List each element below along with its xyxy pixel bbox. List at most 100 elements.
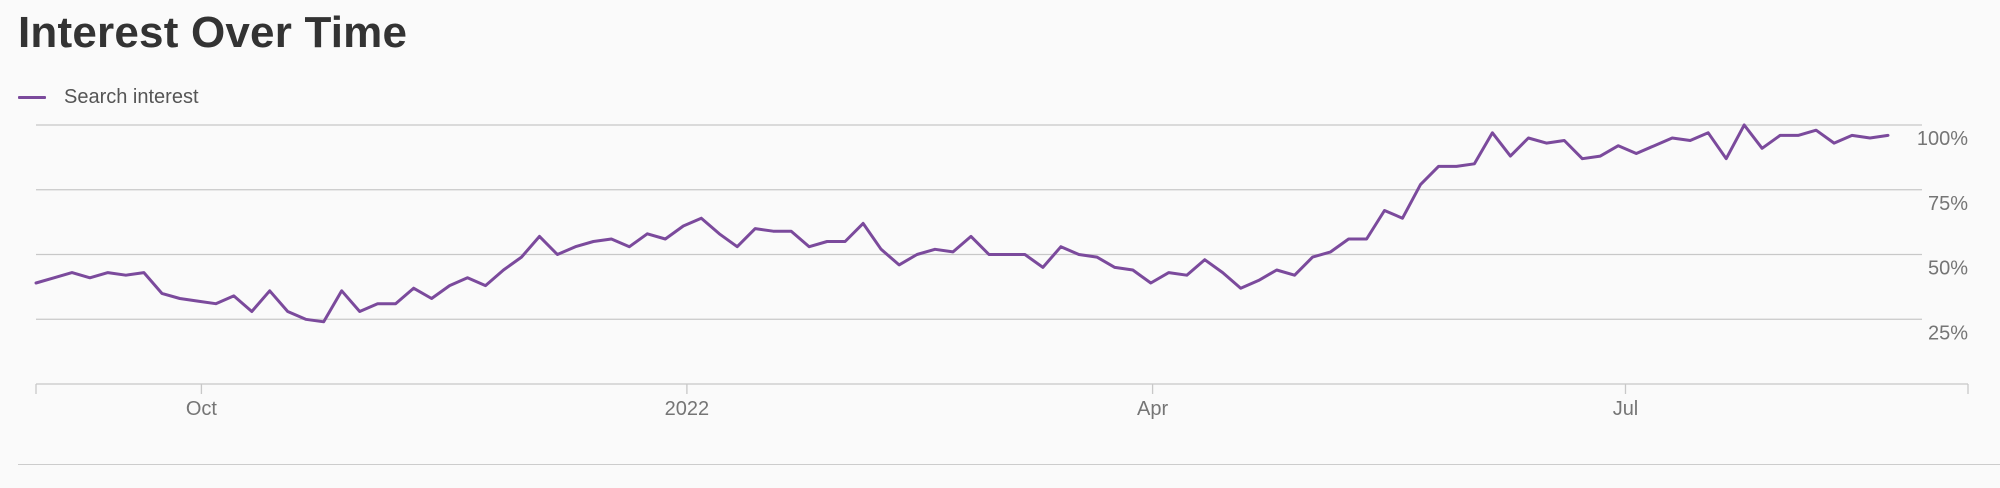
y-tick-label: 50%	[1928, 258, 1968, 280]
data-point	[826, 240, 829, 243]
y-tick-label: 75%	[1928, 193, 1968, 215]
data-point	[1077, 253, 1080, 256]
data-point	[1509, 155, 1512, 158]
data-point	[1113, 266, 1116, 269]
data-point	[502, 269, 505, 272]
data-point	[466, 276, 469, 279]
data-point	[736, 245, 739, 248]
data-point	[880, 248, 883, 251]
data-point	[1815, 129, 1818, 132]
chart-legend: Search interest	[18, 86, 199, 109]
data-point	[178, 297, 181, 300]
data-point	[1185, 274, 1188, 277]
legend-label: Search interest	[64, 86, 199, 108]
data-point	[1437, 165, 1440, 168]
data-point	[286, 310, 289, 313]
y-tick-label: 100%	[1917, 128, 1968, 150]
data-point	[1419, 183, 1422, 186]
data-point	[520, 256, 523, 259]
data-point	[1311, 256, 1314, 259]
data-point	[862, 222, 865, 225]
data-point	[1833, 142, 1836, 145]
data-point	[1617, 144, 1620, 147]
data-point	[1041, 266, 1044, 269]
data-point	[124, 274, 127, 277]
data-point	[1653, 144, 1656, 147]
data-point	[682, 225, 685, 228]
data-point	[71, 271, 74, 274]
data-point	[1779, 134, 1782, 137]
data-point	[142, 271, 145, 274]
data-point	[1725, 157, 1728, 160]
data-point	[772, 230, 775, 233]
data-point	[322, 320, 325, 323]
data-point	[358, 310, 361, 313]
data-point	[538, 235, 541, 238]
data-point	[1059, 245, 1062, 248]
data-point	[970, 235, 973, 238]
data-point	[268, 289, 271, 292]
data-point	[394, 302, 397, 305]
data-point	[1527, 137, 1530, 140]
x-tick-label: Oct	[186, 398, 218, 420]
data-point	[88, 276, 91, 279]
data-point	[53, 276, 56, 279]
data-point	[628, 245, 631, 248]
data-point	[1149, 282, 1152, 285]
data-point	[196, 300, 199, 303]
data-point	[1671, 137, 1674, 140]
data-point	[1347, 238, 1350, 241]
data-point	[232, 294, 235, 297]
legend-line-swatch	[18, 96, 46, 99]
data-point	[1707, 131, 1710, 134]
data-point	[646, 232, 649, 235]
data-point	[1851, 134, 1854, 137]
data-point	[484, 284, 487, 287]
data-point	[1887, 134, 1890, 137]
data-point	[808, 245, 811, 248]
bottom-divider	[18, 464, 2000, 465]
data-point	[1545, 142, 1548, 145]
data-point	[1473, 162, 1476, 165]
data-point	[106, 271, 109, 274]
x-tick-label: Jul	[1613, 398, 1639, 420]
data-point	[1563, 139, 1566, 142]
data-point	[430, 297, 433, 300]
data-point	[35, 282, 38, 285]
data-point	[214, 302, 217, 305]
data-point	[1095, 256, 1098, 259]
data-point	[1869, 137, 1872, 140]
series-line-search-interest	[34, 123, 1890, 324]
data-point	[1743, 124, 1746, 127]
data-point	[1599, 155, 1602, 158]
data-point	[304, 318, 307, 321]
data-point	[592, 240, 595, 243]
data-point	[448, 284, 451, 287]
data-point	[1761, 147, 1764, 150]
data-point	[718, 232, 721, 235]
y-tick-label: 25%	[1928, 322, 1968, 344]
data-point	[898, 263, 901, 266]
data-point	[250, 310, 253, 313]
data-point	[1203, 258, 1206, 261]
data-point	[574, 245, 577, 248]
data-point	[1797, 134, 1800, 137]
data-point	[1689, 139, 1692, 142]
data-point	[1401, 217, 1404, 220]
data-point	[934, 248, 937, 251]
data-point	[1635, 152, 1638, 155]
data-point	[412, 287, 415, 290]
data-point	[1221, 271, 1224, 274]
data-point	[160, 292, 163, 295]
data-point	[1167, 271, 1170, 274]
data-point	[1365, 238, 1368, 241]
data-point	[988, 253, 991, 256]
data-point	[556, 253, 559, 256]
page-title: Interest Over Time	[18, 8, 408, 57]
data-point	[340, 289, 343, 292]
data-point	[1329, 250, 1332, 253]
data-point	[376, 302, 379, 305]
data-point	[664, 238, 667, 241]
x-tick-label: 2022	[665, 398, 710, 420]
